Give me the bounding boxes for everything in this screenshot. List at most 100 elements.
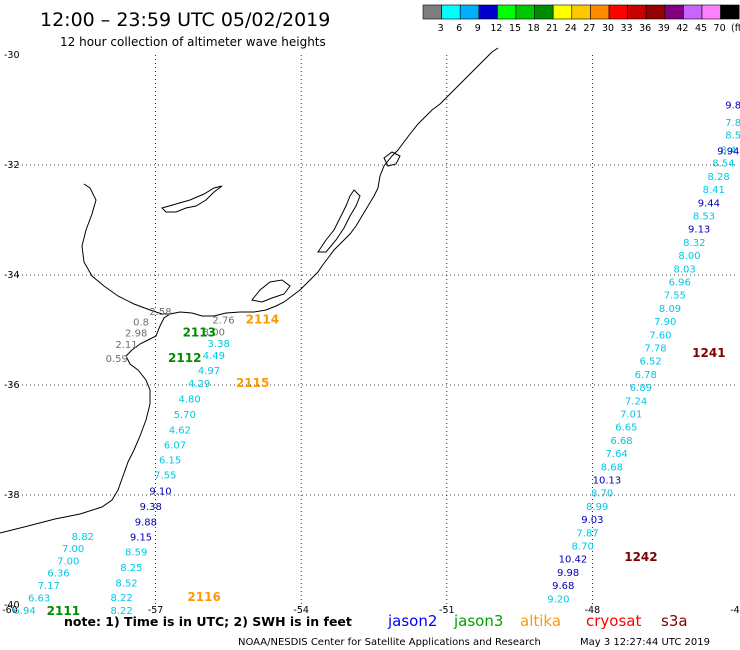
- wave-height-value: 6.94: [13, 606, 35, 617]
- wave-height-value: 8.70: [591, 489, 613, 500]
- wave-height-value: 7.00: [62, 544, 84, 555]
- wave-height-value: 4.29: [188, 379, 210, 390]
- wave-height-value: 3.00: [203, 328, 225, 339]
- colorbar-swatch: [571, 4, 591, 20]
- wave-height-value: 6.52: [640, 357, 662, 368]
- wave-height-value: 8.03: [673, 264, 695, 275]
- colorbar-label: 24: [565, 23, 577, 34]
- wave-height-value: 0.59: [106, 354, 128, 365]
- track-id-label: 2113: [183, 326, 216, 340]
- figure-title: 12:00 – 23:59 UTC 05/02/2019: [40, 9, 330, 31]
- colorbar-label: 9: [475, 23, 481, 34]
- coastline: [0, 47, 499, 534]
- footer-note: note: 1) Time is in UTC; 2) SWH is in fe…: [64, 614, 352, 629]
- wave-height-value: 6.89: [630, 383, 652, 394]
- wave-height-value: 10.42: [559, 555, 588, 566]
- wave-height-value: 8.53: [693, 211, 715, 222]
- wave-height-value: 8.4: [720, 145, 736, 156]
- wave-height-value: 8.22: [110, 606, 132, 617]
- wave-height-value: 7.78: [644, 343, 666, 354]
- colorbar-label: 30: [602, 23, 614, 34]
- longitude-tick-label: -45: [730, 605, 740, 616]
- colorbar-label: 33: [621, 23, 633, 34]
- colorbar-swatch: [701, 4, 721, 20]
- wave-height-value: 0.8: [133, 318, 149, 329]
- latitude-tick-label: -36: [4, 380, 20, 391]
- wave-height-value: 9.20: [547, 594, 569, 605]
- wave-height-value: 6.65: [615, 423, 637, 434]
- wave-height-value: 8.59: [125, 548, 147, 559]
- track-id-label: 2111: [47, 604, 80, 618]
- wave-height-value: 8.99: [586, 502, 608, 513]
- track-id-label: 1242: [624, 550, 657, 564]
- satellite-legend-entry: cryosat: [586, 612, 641, 630]
- longitude-tick-label: -48: [585, 605, 601, 616]
- satellite-legend-entry: s3a: [661, 612, 688, 630]
- colorbar-label: 3: [438, 23, 444, 34]
- footer-timestamp: May 3 12:27:44 UTC 2019: [580, 637, 710, 648]
- wave-height-value: 6.78: [635, 370, 657, 381]
- colorbar-label: 36: [639, 23, 651, 34]
- wave-height-value: 8.82: [72, 532, 94, 543]
- wave-height-value: 7.01: [620, 409, 642, 420]
- wave-height-value: 4.97: [198, 366, 220, 377]
- wave-height-value: 9.88: [135, 517, 157, 528]
- colorbar-swatch: [608, 4, 628, 20]
- lagoa-mirim: [251, 279, 291, 303]
- track-id-label: 2112: [168, 351, 201, 365]
- satellite-legend: jason2 jason3 altika cryosat s3a: [387, 612, 688, 630]
- wave-height-value: 8.54: [712, 159, 734, 170]
- latitude-tick-label: -40: [4, 600, 20, 611]
- colorbar-label: 39: [658, 23, 670, 34]
- track-id-label: 2116: [187, 590, 220, 604]
- wave-height-value: 9.13: [688, 225, 710, 236]
- latitude-tick-label: -34: [4, 270, 20, 281]
- wave-height-value: 10.13: [593, 475, 622, 486]
- wave-height-value: 9.94: [717, 147, 739, 158]
- upper-coast-islands: [383, 151, 401, 167]
- wave-height-value: 8.28: [707, 172, 729, 183]
- wave-height-value: 8.52: [115, 578, 137, 589]
- wave-height-value: 8.68: [601, 462, 623, 473]
- wave-height-value: 6.36: [47, 568, 69, 579]
- colorbar-label: 70: [714, 23, 726, 34]
- colorbar-swatch: [552, 4, 573, 20]
- wave-height-value: 9.8: [725, 100, 740, 111]
- figure-subtitle: 12 hour collection of altimeter wave hei…: [60, 35, 326, 49]
- colorbar-label: (ft): [731, 23, 740, 34]
- colorbar-label: 27: [583, 23, 595, 34]
- wave-height-value: 6.63: [28, 594, 50, 605]
- wave-height-value: 7.8: [725, 118, 740, 129]
- wave-height-value: 8.22: [110, 593, 132, 604]
- longitude-tick-label: -54: [293, 605, 309, 616]
- wave-height-value: 9.68: [552, 581, 574, 592]
- colorbar-label: 21: [546, 23, 558, 34]
- track-id-label: 2115: [236, 376, 269, 390]
- wave-height-value: 9.98: [557, 568, 579, 579]
- wave-height-value: 8.00: [678, 251, 700, 262]
- lagoa-dos-patos: [317, 189, 361, 253]
- footer-credit: NOAA/NESDIS Center for Satellite Applica…: [238, 637, 541, 648]
- coastline-inland-plata: [81, 183, 105, 287]
- colorbar-swatch: [441, 4, 461, 20]
- wave-height-value: 6.07: [164, 440, 186, 451]
- colorbar-label: 45: [695, 23, 707, 34]
- colorbar-swatch: [664, 4, 684, 20]
- wave-height-value: 9.15: [130, 533, 152, 544]
- wave-height-value: 8.5: [725, 131, 740, 142]
- wave-height-value: 3.38: [208, 339, 230, 350]
- wave-height-value: 7.55: [664, 291, 686, 302]
- wave-height-value: 7.00: [57, 556, 79, 567]
- colorbar-swatch: [459, 4, 480, 20]
- wave-height-value: 8.32: [683, 238, 705, 249]
- wave-height-value: 8.25: [120, 563, 142, 574]
- colorbar-swatch: [720, 4, 740, 20]
- wave-height-value: 4.62: [169, 425, 191, 436]
- wave-height-value: 9.38: [140, 502, 162, 513]
- colorbar-label: 12: [490, 23, 502, 34]
- wave-height-value: 2.76: [212, 315, 234, 326]
- colorbar-swatch: [478, 4, 498, 20]
- wave-height-value: 9.10: [149, 486, 171, 497]
